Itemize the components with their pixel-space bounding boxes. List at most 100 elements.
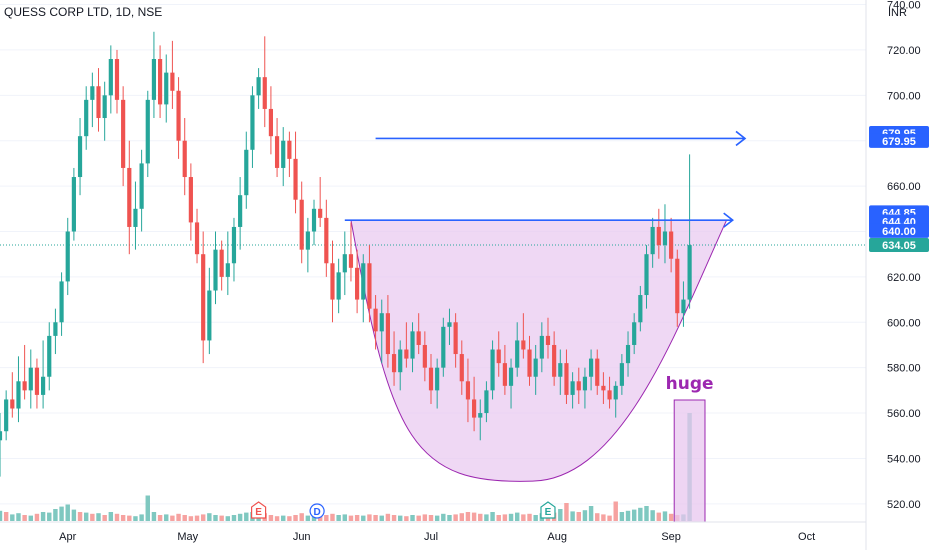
candle-body [139,163,144,209]
volume-bar [521,514,526,521]
volume-bar [108,512,114,521]
price-tick-label: 580.00 [887,363,921,375]
time-tick-label: Aug [547,531,567,543]
candle-body [41,376,46,395]
candle-body [404,349,409,359]
candle-body [262,77,267,109]
volume-bar [607,515,612,521]
earnings-marker [540,501,556,519]
volume-bar [668,513,674,521]
volume-bar [595,513,600,521]
candle-body [182,140,187,178]
time-tick-label: Apr [59,531,76,543]
volume-bar [40,512,46,521]
volume-bar [625,510,631,521]
candle-body [207,290,212,341]
price-tick-label: 740.00 [887,0,921,12]
price-tag [869,133,929,148]
candle-body [355,267,360,300]
volume-bar [65,504,70,521]
volume-bar [287,516,292,521]
volume-bar [613,501,618,521]
earnings-marker [251,501,267,519]
price-tick-label: 520.00 [887,499,921,511]
candle-body [65,231,70,282]
volume-bar [219,515,224,521]
time-axis[interactable]: Apr May Jun Jul Aug Sep Oct [59,531,815,543]
candle-body [47,335,52,377]
volume-bar [391,515,397,521]
volume-bar [354,515,360,521]
dividend-marker [309,503,325,519]
volume-bar [342,514,348,521]
volume-bar [631,509,637,521]
volume-bar [293,515,298,521]
candle-body [28,367,33,391]
volume-bar [16,513,21,521]
volume-bar [496,515,501,521]
candle-body [71,177,76,232]
candle-body [687,245,692,300]
time-tick-label: May [177,531,198,543]
candle-body [114,59,120,100]
candle-body [465,381,471,400]
volume-bar [299,513,304,521]
time-tick-label: Oct [798,531,815,543]
candle-body [256,77,261,96]
volume-bar [3,512,9,521]
candle-body [502,363,507,386]
volume-bar [120,515,126,521]
price-tick-label: 700.00 [887,90,921,102]
volume-bar [194,515,200,521]
volume-bar [441,513,446,521]
price-axis[interactable]: 740.00720.00700.00680.00660.00640.00620.… [887,0,921,511]
candle-body [428,367,434,391]
candle-body [96,86,101,119]
breakout-arrows[interactable] [344,130,747,228]
volume-bar [459,513,465,521]
price-tag-label: 634.05 [882,240,916,252]
candle-body [656,226,661,246]
volume-bar [533,515,538,521]
volume-bar [305,515,311,521]
event-letter: E [545,507,552,518]
candle-body [330,263,335,300]
candle-body [311,208,317,232]
candle-body [570,381,575,395]
volume-bar [133,516,138,521]
volume-bar [644,506,649,521]
candle-body [619,363,624,386]
volume-highlight-box [673,399,706,523]
candle-body [447,322,452,327]
price-tag [869,237,929,252]
candle-body [472,399,477,418]
candle-body [391,354,397,373]
candle-body [595,358,600,386]
candle-body [0,431,3,441]
volume-bar [53,509,58,521]
candle-body [441,326,446,368]
candle-body [435,367,440,391]
volume-bar [170,515,175,521]
candle-body [558,363,563,377]
candle-body [324,217,329,264]
volume-bar [0,510,3,521]
volume-bar [601,514,606,521]
volume-bar [188,516,194,521]
arrow-head [723,212,735,228]
volume-bar [77,512,83,521]
event-letter: E [255,507,262,518]
volume-bar [385,513,391,521]
candle-body [607,390,612,400]
volume-bar [139,514,144,521]
price-tag-label: 640.00 [882,226,916,238]
volume-bar [570,511,575,521]
candle-body [398,349,403,373]
candle-body [305,231,310,250]
volume-bar [576,512,581,521]
candle-body [77,136,83,178]
currency-label: INR [888,7,907,19]
volume-bar [330,513,335,521]
